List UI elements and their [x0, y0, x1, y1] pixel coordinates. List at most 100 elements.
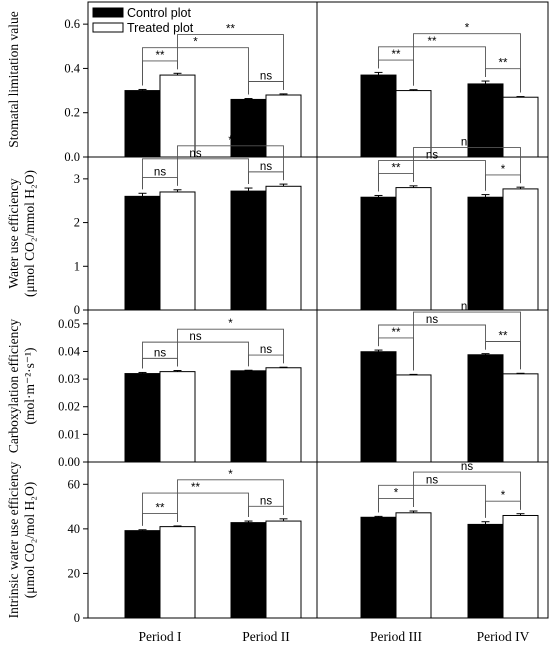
significance-bracket — [378, 46, 486, 78]
significance-label: * — [228, 135, 233, 147]
y-tick-label: 0.03 — [58, 372, 80, 386]
bar-control — [467, 83, 504, 158]
significance-label: ns — [189, 331, 201, 343]
significance-bracket — [142, 47, 249, 95]
bar-treated — [395, 187, 432, 311]
significance-bracket — [177, 145, 284, 186]
significance-label: * — [394, 488, 399, 500]
y-tick-label: 0.6 — [64, 17, 80, 31]
y-tick-label: 0.4 — [64, 61, 80, 75]
significance-label: ns — [461, 461, 473, 473]
significance-label: ns — [260, 70, 272, 82]
significance-bracket — [142, 513, 178, 526]
significance-bracket — [248, 81, 284, 95]
bar-treated — [395, 512, 432, 619]
significance-label: * — [228, 318, 233, 330]
bar-control — [230, 370, 267, 463]
significance-label: ns — [260, 344, 272, 356]
bar-control — [360, 74, 397, 158]
y-axis-label: (μmol CO₂/mol H₂O) — [22, 482, 37, 598]
significance-label: ** — [226, 24, 235, 36]
bar-treated — [265, 185, 302, 311]
significance-label: ns — [260, 161, 272, 173]
significance-bracket — [177, 479, 284, 522]
bar-control — [124, 530, 161, 619]
bar-treated — [395, 90, 432, 158]
bar-treated — [502, 373, 539, 463]
significance-bracket — [177, 34, 284, 90]
significance-label: ** — [392, 163, 401, 175]
y-tick-label: 3 — [74, 172, 80, 186]
y-axis-label: (mol·m⁻²·s⁻¹) — [22, 347, 37, 424]
bar-control — [124, 373, 161, 463]
y-axis-label: (μmol CO₂/mmol H₂O) — [22, 170, 37, 297]
y-tick-label: 0.05 — [58, 317, 80, 331]
significance-bracket — [485, 500, 521, 518]
y-axis-label: Water use efficiency — [6, 178, 21, 289]
significance-label: ns — [154, 167, 166, 179]
bar-treated — [502, 188, 539, 311]
significance-label: ns — [461, 137, 473, 149]
significance-bracket — [142, 341, 249, 369]
bar-control — [360, 351, 397, 463]
y-tick-label: 20 — [68, 566, 81, 580]
significance-label: ns — [260, 495, 272, 507]
legend-swatch — [92, 7, 124, 18]
y-tick-label: 0.0 — [64, 150, 80, 164]
significance-label: ns — [426, 314, 438, 326]
y-tick-label: 0.04 — [58, 344, 81, 358]
significance-label: * — [501, 490, 506, 502]
significance-bracket — [485, 341, 521, 370]
significance-bracket — [378, 324, 486, 350]
significance-bracket — [142, 177, 178, 190]
significance-label: ** — [428, 36, 437, 48]
significance-bracket — [378, 498, 414, 513]
legend-swatch — [92, 22, 124, 33]
y-tick-label: 0 — [74, 611, 80, 625]
significance-label: * — [501, 164, 506, 176]
significance-label: * — [465, 23, 470, 35]
x-category-label: Period II — [242, 629, 290, 644]
significance-label: ** — [499, 58, 508, 70]
significance-bracket — [248, 171, 284, 185]
x-category-label: Period III — [370, 629, 423, 644]
legend-label: Treated plot — [127, 21, 194, 35]
bar-treated — [502, 96, 539, 158]
significance-bracket — [177, 328, 284, 367]
significance-bracket — [248, 354, 284, 367]
x-category-label: Period IV — [477, 629, 530, 644]
significance-bracket — [485, 174, 521, 191]
legend-label: Control plot — [127, 6, 191, 20]
bar-control — [360, 196, 397, 311]
significance-label: ** — [156, 50, 165, 62]
significance-bracket — [248, 505, 284, 518]
bar-control — [230, 190, 267, 311]
y-axis-label: Stomatal limitation value — [6, 11, 21, 147]
bar-treated — [159, 371, 196, 463]
significance-label: ns — [426, 474, 438, 486]
significance-bracket — [142, 357, 178, 369]
significance-bracket — [413, 33, 521, 93]
significance-label: * — [193, 37, 198, 49]
significance-label: ns — [461, 301, 473, 313]
bar-control — [230, 98, 267, 158]
significance-bracket — [142, 492, 249, 526]
significance-label: ** — [191, 482, 200, 494]
significance-label: ** — [392, 49, 401, 61]
bar-control — [124, 195, 161, 311]
y-tick-label: 2 — [74, 216, 80, 230]
bar-treated — [265, 367, 302, 463]
bar-control — [467, 354, 504, 463]
bar-control — [124, 90, 161, 158]
significance-label: ** — [392, 327, 401, 339]
significance-label: ** — [156, 502, 165, 514]
significance-label: ns — [154, 347, 166, 359]
bar-treated — [159, 74, 196, 158]
significance-bracket — [413, 471, 521, 510]
bar-control — [467, 523, 504, 619]
y-tick-label: 0.01 — [58, 427, 80, 441]
significance-bracket — [413, 147, 521, 184]
x-category-label: Period I — [138, 629, 182, 644]
y-axis-label: Carboxylation efficiency — [6, 319, 21, 454]
